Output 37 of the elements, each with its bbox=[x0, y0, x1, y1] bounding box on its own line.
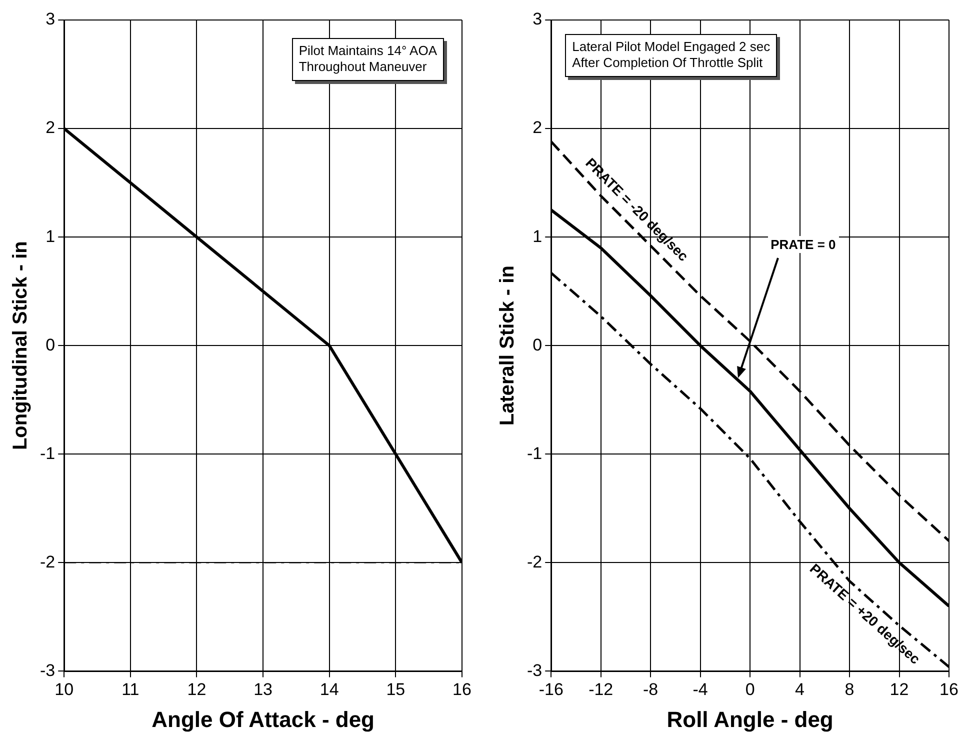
y-tick-label: 0 bbox=[46, 335, 56, 354]
y-tick-label: -1 bbox=[40, 444, 56, 463]
y-tick-label: 2 bbox=[46, 118, 56, 138]
x-tick-label: 12 bbox=[890, 680, 909, 700]
y-tick-label: -2 bbox=[40, 552, 56, 572]
y-tick-label: -3 bbox=[40, 660, 56, 680]
y-tick-label: -1 bbox=[526, 444, 542, 463]
x-tick-label: 4 bbox=[795, 680, 805, 700]
x-tick-label: 0 bbox=[745, 680, 755, 700]
y-tick-label: 0 bbox=[532, 335, 542, 354]
y-tick-label: 3 bbox=[532, 10, 542, 29]
y-tick-label: 1 bbox=[532, 226, 542, 246]
x-tick-label: 13 bbox=[254, 680, 273, 700]
y-axis-title: Laterall Stick - in bbox=[496, 266, 519, 426]
annotation: Lateral Pilot Model Engaged 2 sec After Completion Of Throttle Split bbox=[565, 34, 778, 76]
y-tick-label: 1 bbox=[46, 226, 56, 246]
x-axis-title: Angle Of Attack - deg bbox=[152, 706, 374, 732]
x-tick-label: 16 bbox=[940, 680, 958, 700]
x-tick-label: 8 bbox=[844, 680, 854, 700]
annotation: PRATE = 0 bbox=[768, 236, 839, 254]
y-axis-title: Longitudinal Stick - in bbox=[10, 241, 32, 450]
x-tick-label: -16 bbox=[538, 680, 564, 700]
y-tick-label: 3 bbox=[46, 10, 56, 29]
x-tick-label: -12 bbox=[588, 680, 614, 700]
x-tick-label: -8 bbox=[643, 680, 658, 700]
x-tick-label: -4 bbox=[692, 680, 708, 700]
x-tick-label: 15 bbox=[386, 680, 406, 700]
annotation: Pilot Maintains 14° AOA Throughout Maneuver bbox=[292, 38, 444, 80]
x-tick-label: 16 bbox=[452, 680, 472, 700]
y-tick-label: -3 bbox=[526, 660, 542, 680]
x-axis-title: Roll Angle - deg bbox=[666, 706, 834, 732]
y-tick-label: -2 bbox=[526, 552, 542, 572]
x-tick-label: 14 bbox=[320, 680, 339, 700]
y-tick-label: 2 bbox=[532, 118, 542, 138]
x-tick-label: 12 bbox=[187, 680, 206, 700]
x-tick-label: 11 bbox=[122, 680, 140, 700]
x-tick-label: 10 bbox=[54, 680, 74, 700]
